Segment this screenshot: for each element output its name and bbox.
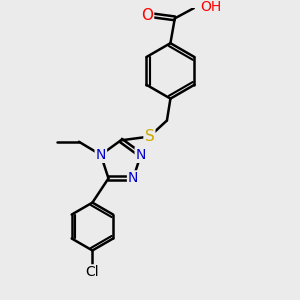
Text: N: N bbox=[96, 148, 106, 162]
Text: N: N bbox=[128, 171, 138, 185]
Text: N: N bbox=[136, 148, 146, 162]
Text: OH: OH bbox=[200, 0, 221, 14]
Text: Cl: Cl bbox=[85, 265, 99, 279]
Text: S: S bbox=[145, 129, 154, 144]
Text: O: O bbox=[141, 8, 153, 23]
